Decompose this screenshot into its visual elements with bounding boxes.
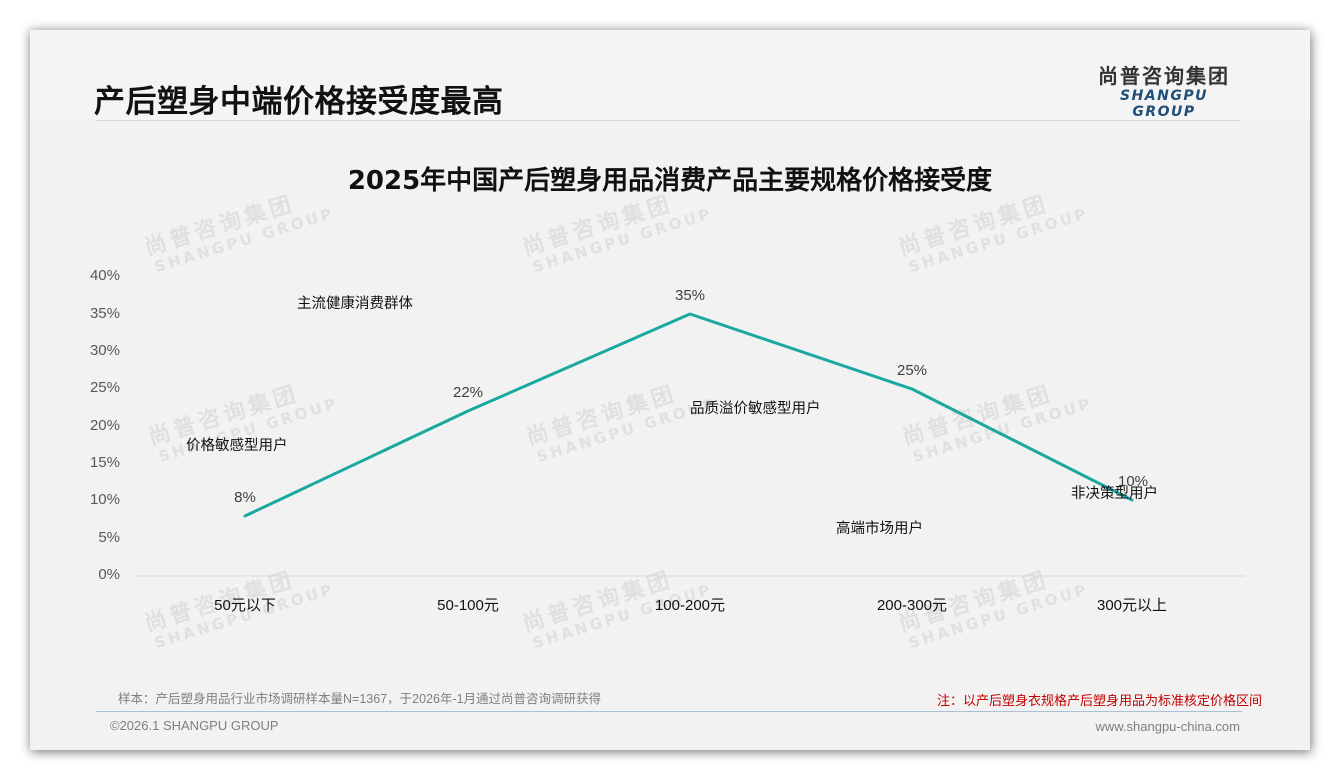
line-chart: [135, 312, 1245, 577]
x-tick-label: 300元以上: [1096, 597, 1168, 614]
data-line: [243, 312, 1134, 518]
logo-chinese: 尚普咨询集团: [1098, 64, 1230, 88]
y-tick-label: 35%: [89, 305, 120, 322]
y-tick-label: 5%: [98, 529, 120, 546]
annotation-label: 主流健康消费群体: [297, 296, 413, 312]
footer-divider: [96, 711, 1242, 712]
y-tick-label: 40%: [89, 267, 120, 284]
annotation-label: 价格敏感型用户: [186, 438, 288, 454]
website-link[interactable]: www.shangpu-china.com: [1095, 719, 1240, 734]
x-tick-label: 50元以下: [214, 597, 276, 614]
annotation-label: 高端市场用户: [836, 521, 923, 537]
x-tick-label: 200-300元: [876, 597, 948, 614]
y-tick-label: 0%: [98, 566, 120, 583]
y-tick-label: 30%: [89, 342, 120, 359]
copyright: ©2026.1 SHANGPU GROUP: [110, 718, 279, 733]
annotation-label: 品质溢价敏感型用户: [690, 401, 821, 417]
header-divider: [96, 120, 1240, 121]
y-tick-label: 25%: [89, 379, 120, 396]
price-range-note: 注：以产后塑身衣规格产后塑身用品为标准核定价格区间: [936, 693, 1262, 708]
slide: 尚普咨询集团 SHANGPU GROUP 尚普咨询集团 SHANGPU GROUP …: [30, 30, 1310, 750]
logo-english: SHANGPU GROUP: [1120, 88, 1208, 120]
data-label: 35%: [674, 287, 706, 304]
chart-title: 2025年中国产后塑身用品消费产品主要规格价格接受度: [347, 166, 993, 196]
y-tick-label: 20%: [89, 417, 120, 434]
page-title: 产后塑身中端价格接受度最高: [94, 84, 504, 120]
y-tick-label: 15%: [89, 454, 120, 471]
sample-footnote: 样本：产后塑身用品行业市场调研样本量N=1367，于2026年-1月通过尚普咨询…: [118, 692, 602, 706]
x-tick-label: 100-200元: [654, 597, 726, 614]
annotation-label: 非决策型用户: [1071, 486, 1158, 502]
company-logo: 尚普咨询集团 SHANGPU GROUP: [1088, 64, 1240, 120]
data-label: 8%: [234, 489, 256, 506]
y-tick-label: 10%: [89, 491, 120, 508]
data-label: 25%: [896, 362, 928, 379]
x-tick-label: 50-100元: [437, 597, 499, 614]
data-label: 10%: [1117, 473, 1149, 490]
data-label: 22%: [452, 384, 484, 401]
slide-header: [30, 30, 1310, 120]
